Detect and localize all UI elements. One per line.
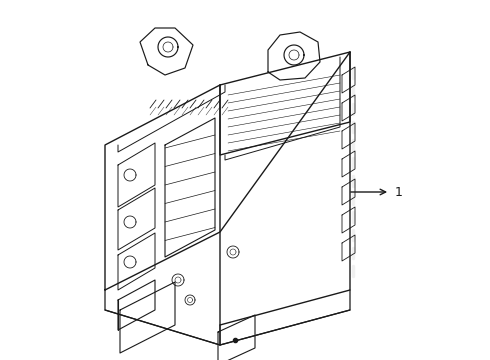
Text: 1: 1 <box>395 185 403 198</box>
